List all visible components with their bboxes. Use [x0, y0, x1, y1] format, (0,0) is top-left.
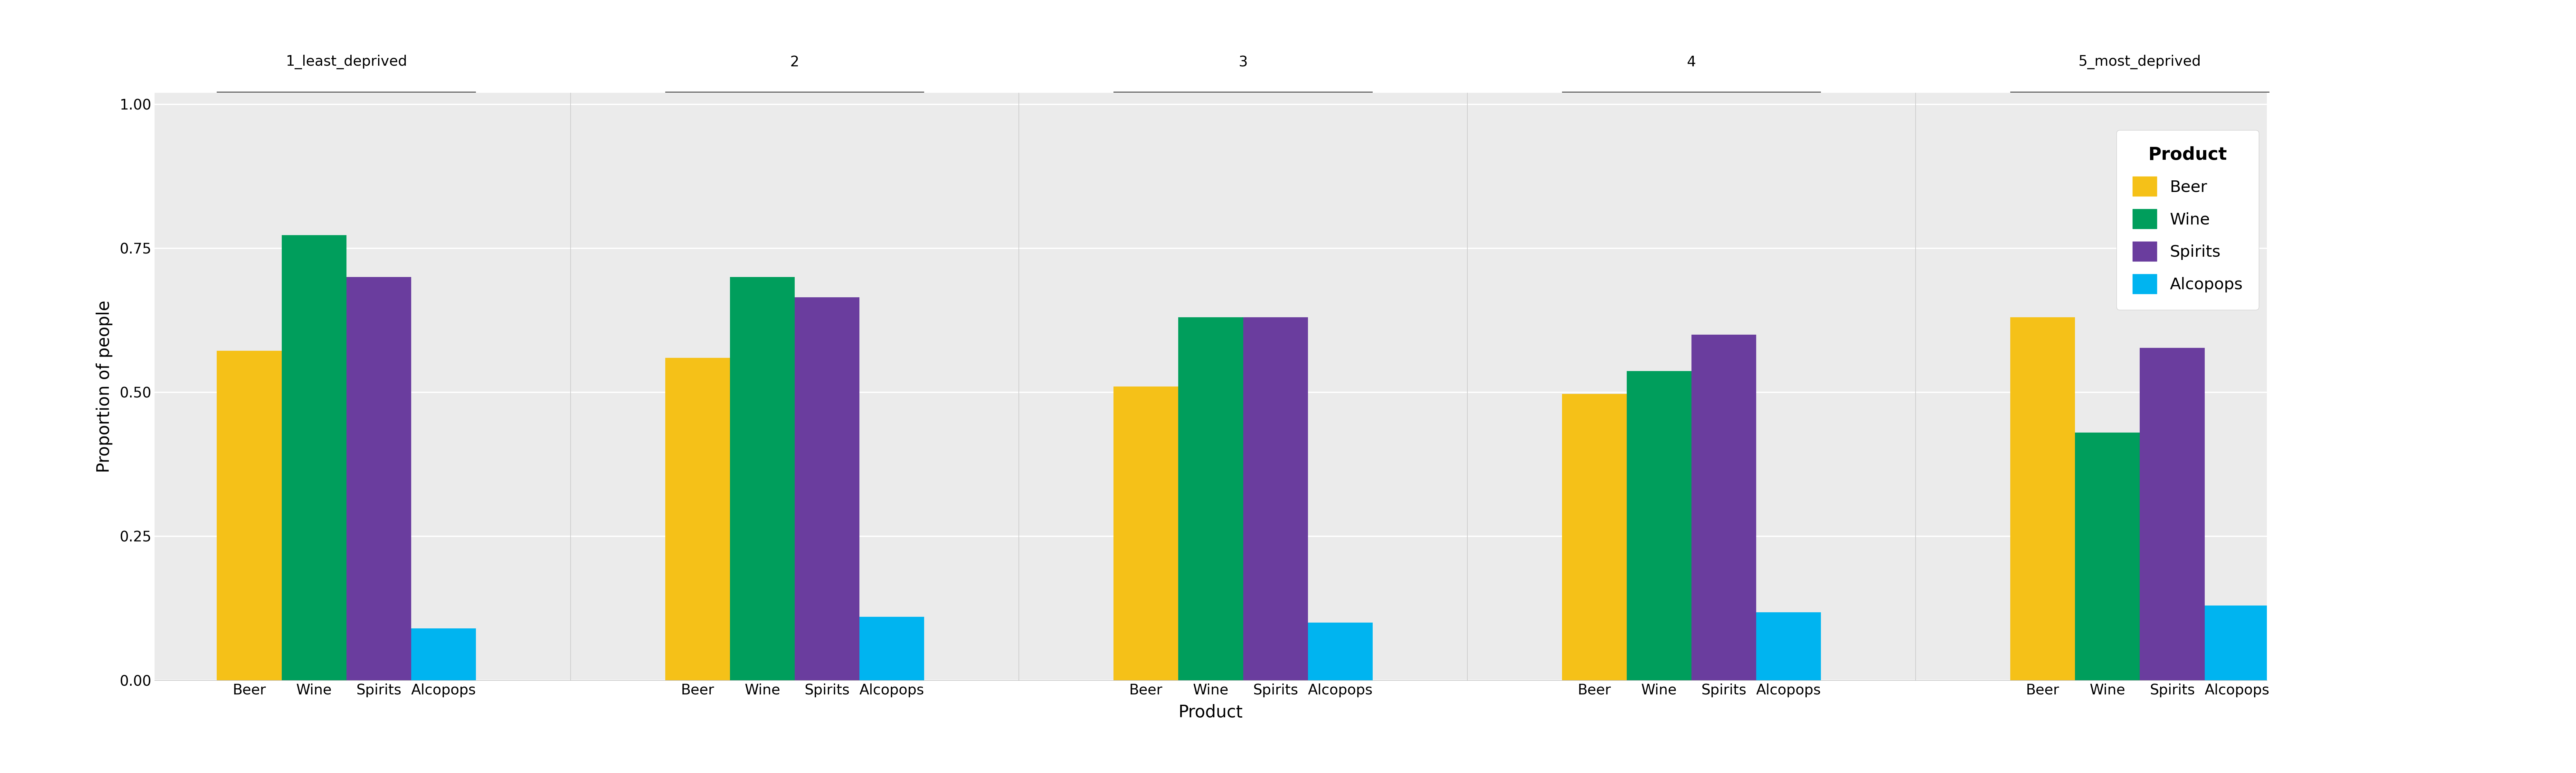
Bar [2205, 605, 2269, 680]
Text: 4: 4 [1687, 56, 1695, 70]
Bar [1244, 318, 1309, 680]
Bar [216, 351, 281, 680]
Bar [1625, 371, 1692, 680]
Y-axis label: Proportion of people: Proportion of people [95, 300, 113, 473]
Bar [2009, 318, 2076, 680]
Bar [281, 235, 345, 680]
Bar [796, 298, 860, 680]
Bar [1692, 335, 1757, 680]
Text: 1_least_deprived: 1_least_deprived [286, 55, 407, 70]
Text: 5_most_deprived: 5_most_deprived [2079, 55, 2200, 70]
Text: 3: 3 [1239, 56, 1247, 70]
Bar [2141, 348, 2205, 680]
Bar [2076, 433, 2141, 680]
X-axis label: Product: Product [1177, 704, 1244, 720]
Bar [412, 628, 477, 680]
Legend: Beer, Wine, Spirits, Alcopops: Beer, Wine, Spirits, Alcopops [2117, 130, 2259, 310]
Bar [729, 277, 796, 680]
Bar [665, 358, 729, 680]
Bar [1757, 612, 1821, 680]
Bar [1309, 622, 1373, 680]
Bar [345, 277, 412, 680]
Bar [1177, 318, 1244, 680]
Bar [860, 617, 925, 680]
Bar [1113, 386, 1177, 680]
Text: 2: 2 [791, 56, 799, 70]
Bar [1561, 394, 1625, 680]
